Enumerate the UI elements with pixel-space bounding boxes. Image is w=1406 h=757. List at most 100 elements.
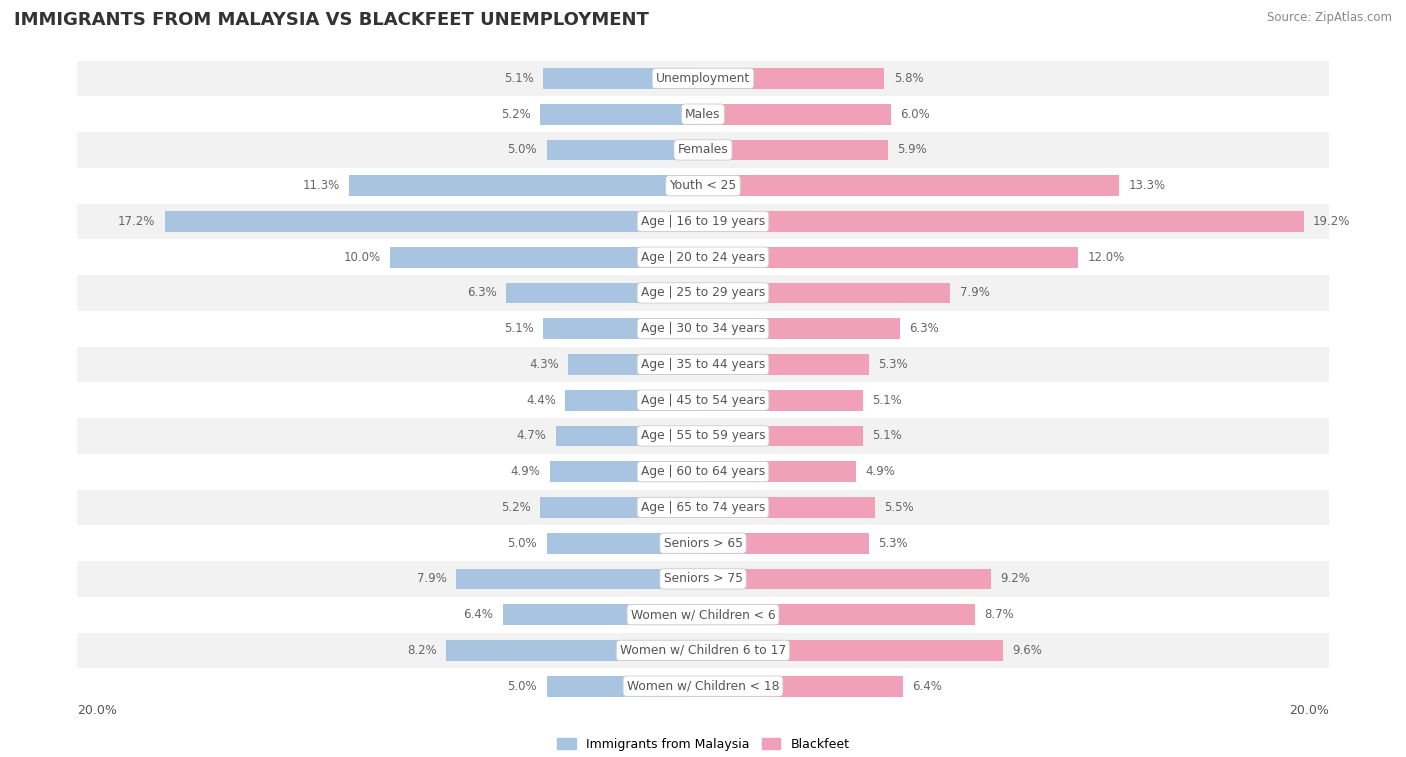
- Bar: [703, 68, 884, 89]
- Legend: Immigrants from Malaysia, Blackfeet: Immigrants from Malaysia, Blackfeet: [551, 733, 855, 755]
- Bar: [77, 96, 1329, 132]
- Text: Seniors > 75: Seniors > 75: [664, 572, 742, 585]
- Text: Unemployment: Unemployment: [655, 72, 751, 85]
- Text: 6.4%: 6.4%: [464, 608, 494, 621]
- Text: Source: ZipAtlas.com: Source: ZipAtlas.com: [1267, 11, 1392, 24]
- Text: 11.3%: 11.3%: [302, 179, 340, 192]
- Bar: [544, 318, 703, 339]
- Bar: [547, 676, 703, 696]
- Bar: [391, 247, 703, 267]
- Bar: [506, 282, 703, 304]
- Bar: [77, 275, 1329, 311]
- Bar: [77, 311, 1329, 347]
- Bar: [703, 533, 869, 553]
- Text: 20.0%: 20.0%: [1289, 704, 1329, 717]
- Text: 10.0%: 10.0%: [343, 251, 381, 263]
- Bar: [703, 354, 869, 375]
- Bar: [447, 640, 703, 661]
- Text: Age | 35 to 44 years: Age | 35 to 44 years: [641, 358, 765, 371]
- Text: 5.3%: 5.3%: [879, 358, 908, 371]
- Bar: [77, 490, 1329, 525]
- Bar: [703, 282, 950, 304]
- Text: 4.3%: 4.3%: [529, 358, 560, 371]
- Text: 5.1%: 5.1%: [872, 429, 901, 442]
- Text: 5.5%: 5.5%: [884, 501, 914, 514]
- Text: Age | 45 to 54 years: Age | 45 to 54 years: [641, 394, 765, 407]
- Text: 12.0%: 12.0%: [1088, 251, 1125, 263]
- Text: 19.2%: 19.2%: [1313, 215, 1350, 228]
- Text: 13.3%: 13.3%: [1129, 179, 1166, 192]
- Bar: [703, 247, 1078, 267]
- Bar: [703, 318, 900, 339]
- Text: 6.3%: 6.3%: [467, 286, 496, 300]
- Text: 6.0%: 6.0%: [900, 107, 929, 120]
- Bar: [703, 425, 862, 447]
- Bar: [77, 61, 1329, 96]
- Text: 4.9%: 4.9%: [510, 465, 540, 478]
- Text: IMMIGRANTS FROM MALAYSIA VS BLACKFEET UNEMPLOYMENT: IMMIGRANTS FROM MALAYSIA VS BLACKFEET UN…: [14, 11, 650, 30]
- Bar: [77, 597, 1329, 633]
- Bar: [77, 347, 1329, 382]
- Bar: [547, 533, 703, 553]
- Text: Women w/ Children < 6: Women w/ Children < 6: [631, 608, 775, 621]
- Bar: [703, 139, 887, 160]
- Bar: [350, 176, 703, 196]
- Text: Males: Males: [685, 107, 721, 120]
- Text: 5.1%: 5.1%: [505, 322, 534, 335]
- Bar: [540, 497, 703, 518]
- Text: Women w/ Children < 18: Women w/ Children < 18: [627, 680, 779, 693]
- Text: 9.6%: 9.6%: [1012, 644, 1043, 657]
- Text: 20.0%: 20.0%: [77, 704, 117, 717]
- Bar: [703, 176, 1119, 196]
- Bar: [703, 604, 976, 625]
- Bar: [77, 168, 1329, 204]
- Bar: [703, 497, 875, 518]
- Text: Women w/ Children 6 to 17: Women w/ Children 6 to 17: [620, 644, 786, 657]
- Text: 4.7%: 4.7%: [517, 429, 547, 442]
- Text: 5.8%: 5.8%: [894, 72, 924, 85]
- Text: 5.1%: 5.1%: [505, 72, 534, 85]
- Bar: [77, 453, 1329, 490]
- Text: 8.2%: 8.2%: [408, 644, 437, 657]
- Text: Age | 25 to 29 years: Age | 25 to 29 years: [641, 286, 765, 300]
- Text: 7.9%: 7.9%: [416, 572, 447, 585]
- Text: Females: Females: [678, 143, 728, 157]
- Bar: [77, 204, 1329, 239]
- Bar: [565, 390, 703, 410]
- Text: 5.3%: 5.3%: [879, 537, 908, 550]
- Bar: [77, 668, 1329, 704]
- Text: 5.0%: 5.0%: [508, 680, 537, 693]
- Text: Age | 65 to 74 years: Age | 65 to 74 years: [641, 501, 765, 514]
- Bar: [456, 569, 703, 589]
- Text: Age | 55 to 59 years: Age | 55 to 59 years: [641, 429, 765, 442]
- Text: Youth < 25: Youth < 25: [669, 179, 737, 192]
- Text: Seniors > 65: Seniors > 65: [664, 537, 742, 550]
- Bar: [703, 640, 1004, 661]
- Text: 5.0%: 5.0%: [508, 143, 537, 157]
- Bar: [703, 676, 903, 696]
- Bar: [568, 354, 703, 375]
- Bar: [503, 604, 703, 625]
- Bar: [77, 382, 1329, 418]
- Bar: [550, 461, 703, 482]
- Text: 7.9%: 7.9%: [959, 286, 990, 300]
- Text: 5.2%: 5.2%: [501, 501, 531, 514]
- Bar: [555, 425, 703, 447]
- Bar: [703, 569, 991, 589]
- Text: 6.3%: 6.3%: [910, 322, 939, 335]
- Text: 4.9%: 4.9%: [866, 465, 896, 478]
- Bar: [77, 633, 1329, 668]
- Text: Age | 60 to 64 years: Age | 60 to 64 years: [641, 465, 765, 478]
- Text: 5.1%: 5.1%: [872, 394, 901, 407]
- Text: Age | 16 to 19 years: Age | 16 to 19 years: [641, 215, 765, 228]
- Text: 17.2%: 17.2%: [118, 215, 156, 228]
- Text: 8.7%: 8.7%: [984, 608, 1014, 621]
- Bar: [77, 525, 1329, 561]
- Text: 6.4%: 6.4%: [912, 680, 942, 693]
- Bar: [703, 461, 856, 482]
- Bar: [77, 418, 1329, 453]
- Text: 9.2%: 9.2%: [1000, 572, 1031, 585]
- Bar: [540, 104, 703, 125]
- Text: Age | 20 to 24 years: Age | 20 to 24 years: [641, 251, 765, 263]
- Text: 5.9%: 5.9%: [897, 143, 927, 157]
